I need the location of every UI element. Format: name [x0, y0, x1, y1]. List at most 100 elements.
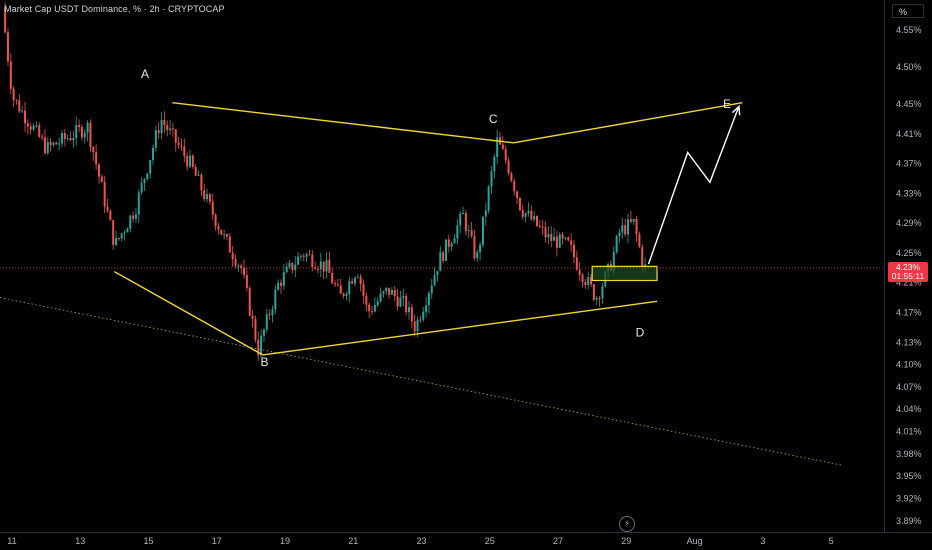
wave-labels: A B C D E	[141, 67, 731, 369]
candle-body	[618, 232, 621, 237]
candle-body	[479, 244, 482, 253]
candle-body	[382, 291, 385, 294]
time-tick-label: 5	[829, 536, 834, 546]
candle-body	[203, 190, 206, 200]
time-tick-label: 15	[143, 536, 153, 546]
candle-body	[339, 285, 342, 294]
candle-body	[194, 166, 197, 176]
price-tick-label: 3.95%	[896, 471, 922, 481]
candle-body	[638, 234, 641, 247]
pattern-line	[172, 101, 514, 144]
candle-body	[533, 215, 536, 220]
candle-body	[590, 277, 593, 285]
candle-body	[29, 126, 32, 130]
candle-body	[100, 176, 103, 183]
candle-body	[371, 311, 374, 313]
wave-label-a: A	[141, 67, 149, 81]
candle-body	[496, 137, 499, 157]
unit-button[interactable]: %	[892, 4, 924, 18]
candle-body	[86, 122, 89, 133]
candle-body	[624, 225, 627, 235]
candle-body	[316, 268, 319, 270]
candle-body	[567, 237, 570, 241]
candle-body	[359, 276, 362, 285]
candle-body	[470, 230, 473, 237]
candle-body	[635, 219, 638, 235]
candle-body	[191, 155, 194, 167]
wave-label-b: B	[261, 355, 269, 369]
candle-body	[342, 293, 345, 296]
candle-body	[476, 252, 479, 259]
candle-body	[97, 164, 100, 177]
candle-body	[277, 282, 280, 290]
candle-body	[21, 110, 24, 112]
candle-body	[140, 182, 143, 193]
candle-body	[570, 240, 573, 245]
candle-body	[251, 315, 254, 319]
candle-body	[538, 225, 541, 227]
candle-body	[433, 274, 436, 286]
candle-body	[362, 284, 365, 296]
candle-body	[510, 173, 513, 181]
candle-body	[345, 293, 348, 296]
candle-body	[385, 287, 388, 292]
candle-body	[61, 132, 64, 144]
candle-body	[152, 147, 155, 160]
candle-body	[154, 130, 157, 148]
time-tick-label: 25	[485, 536, 495, 546]
candle-body	[245, 275, 248, 288]
candle-body	[481, 216, 484, 245]
candle-body	[75, 125, 78, 138]
candle-body	[208, 194, 211, 202]
pattern-line	[113, 270, 264, 356]
price-tick-label: 4.33%	[896, 188, 922, 198]
time-axis[interactable]: 11 13 15 17 19 21 23 25 27 29 Aug 3 5	[0, 532, 932, 547]
candle-body	[217, 226, 220, 230]
candle-body	[92, 146, 95, 153]
candle-body	[535, 215, 538, 226]
candle-body	[160, 119, 163, 134]
candle-body	[171, 128, 174, 130]
candle-body	[564, 237, 567, 239]
candle-body	[52, 142, 55, 145]
candle-body	[390, 289, 393, 295]
price-tick-label: 4.25%	[896, 248, 922, 258]
candle-body	[501, 144, 504, 150]
price-tick-label: 4.45%	[896, 99, 922, 109]
projection-polyline	[647, 106, 740, 265]
candle-body	[592, 284, 595, 300]
time-tick-label: 29	[621, 536, 631, 546]
candle-body	[24, 110, 27, 124]
candle-body	[518, 197, 521, 210]
candle-body	[58, 143, 61, 145]
candle-body	[553, 236, 556, 241]
time-tick-label: 17	[212, 536, 222, 546]
price-tick-label: 3.98%	[896, 449, 922, 459]
time-tick-label: 3	[760, 536, 765, 546]
candle-body	[442, 252, 445, 261]
projection-arrowhead	[731, 104, 741, 116]
candle-body	[112, 220, 115, 245]
candle-body	[334, 283, 337, 285]
candle-body	[513, 180, 516, 192]
price-tick-label: 4.04%	[896, 404, 922, 414]
candle-body	[166, 124, 169, 131]
candle-body	[41, 136, 44, 138]
price-tick-label: 4.07%	[896, 382, 922, 392]
wave-label-c: C	[489, 112, 498, 126]
candle-body	[126, 228, 129, 233]
price-tick-label: 3.89%	[896, 516, 922, 526]
candle-body	[473, 236, 476, 259]
candle-body	[38, 125, 41, 137]
price-tick-label: 4.50%	[896, 62, 922, 72]
time-tick-label: 11	[7, 536, 16, 546]
candle-body	[388, 287, 391, 295]
candle-body	[393, 289, 396, 297]
candle-body	[188, 155, 191, 167]
candle-body	[18, 100, 21, 112]
lightning-icon[interactable]: ⚡	[619, 516, 635, 532]
candle-body	[584, 281, 587, 285]
candle-body	[95, 152, 98, 165]
time-tick-label: 13	[75, 536, 85, 546]
